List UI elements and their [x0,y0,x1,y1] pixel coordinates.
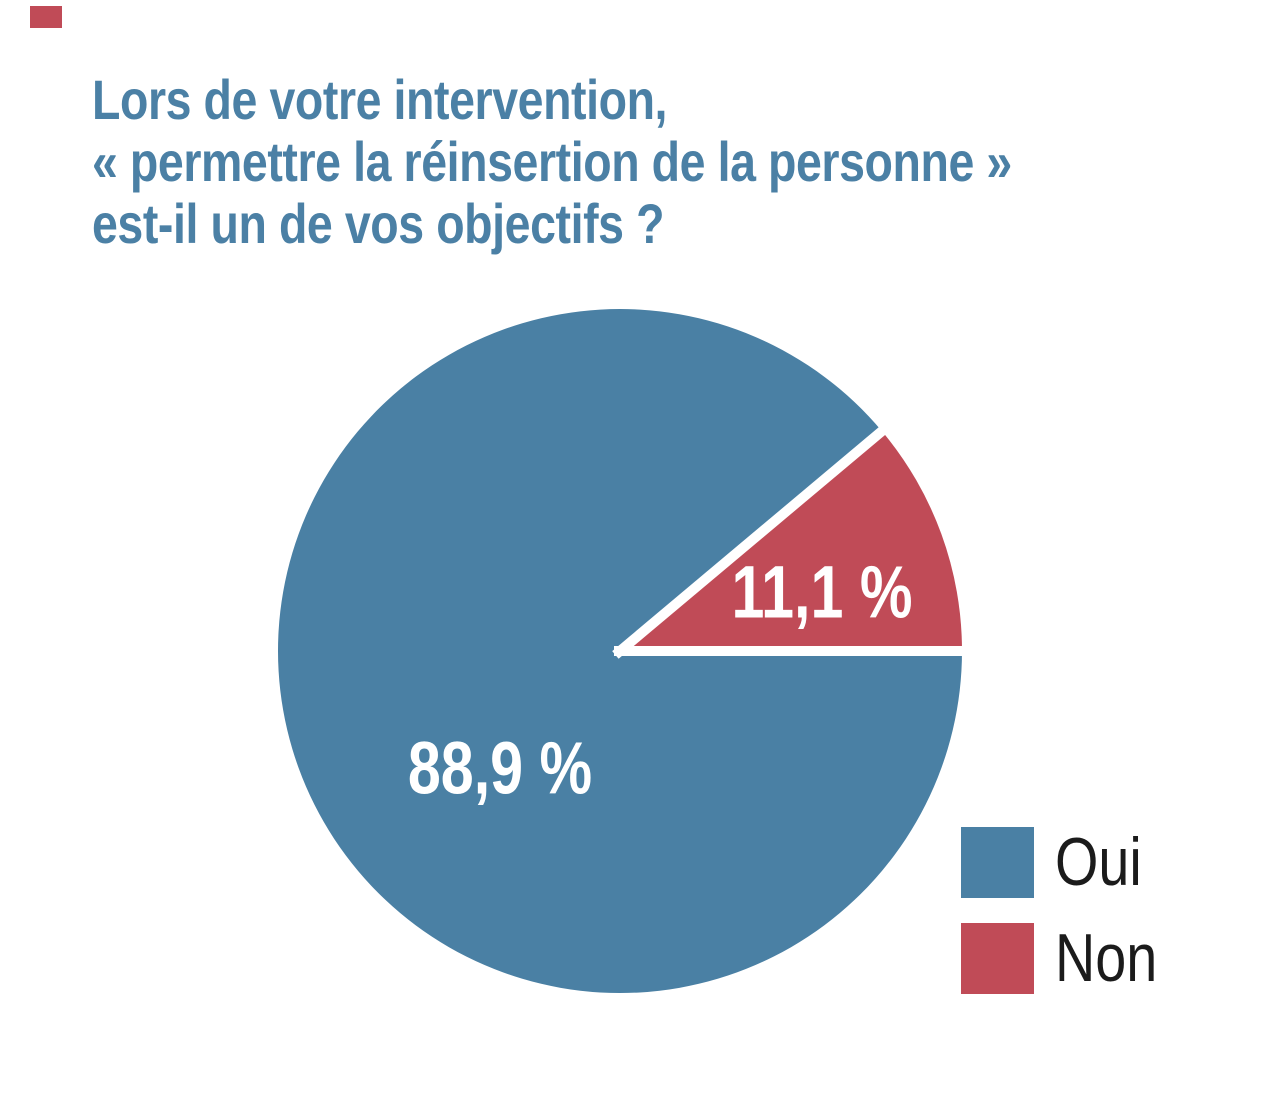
chart-title-line-3: est-il un de vos objectifs ? [92,192,665,255]
legend: Oui Non [961,827,1180,1019]
legend-label-oui: Oui [1055,824,1142,900]
slice-separator-diagonal [612,422,892,659]
legend-label-non: Non [1055,920,1158,996]
legend-swatch-non [961,923,1034,994]
chart-title-line-2: « permettre la réinsertion de la personn… [92,130,1012,193]
pie-slice-non [620,431,962,651]
pie-label-non: 11,1 % [731,550,913,634]
legend-item-non: Non [961,923,1180,994]
chart-title: Lors de votre intervention, « permettre … [92,69,1012,255]
pie-label-oui: 88,9 % [407,726,593,810]
chart-title-line-1: Lors de votre intervention, [92,68,668,131]
corner-marker [30,6,62,28]
legend-swatch-oui [961,827,1034,898]
legend-item-oui: Oui [961,827,1180,898]
